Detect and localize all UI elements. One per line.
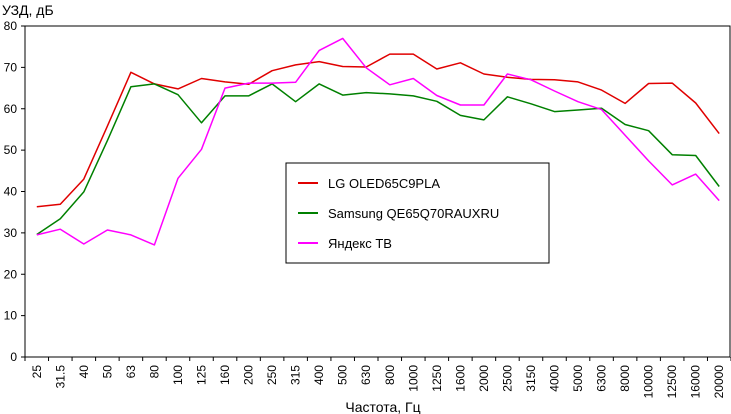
x-tick-label: 1600: [453, 365, 467, 392]
x-tick-label: 63: [124, 365, 138, 379]
x-tick-label: 8000: [618, 365, 632, 392]
x-tick-label: 200: [242, 365, 256, 385]
x-tick-label: 16000: [689, 365, 703, 399]
y-tick-label: 20: [4, 267, 18, 281]
x-tick-label: 250: [265, 365, 279, 385]
x-tick-label: 10000: [642, 365, 656, 399]
x-tick-label: 20000: [712, 365, 726, 399]
x-tick-label: 31.5: [53, 365, 67, 389]
x-tick-label: 160: [218, 365, 232, 385]
x-tick-label: 125: [195, 365, 209, 385]
legend-label-3: Яндекс ТВ: [328, 236, 392, 251]
y-axis-title: УЗД, дБ: [2, 2, 54, 18]
x-tick-label: 3150: [524, 365, 538, 392]
x-axis-title: Частота, Гц: [345, 399, 420, 414]
y-tick-label: 10: [4, 309, 18, 323]
y-tick-label: 70: [4, 60, 18, 74]
x-tick-label: 1000: [406, 365, 420, 392]
x-tick-label: 50: [100, 365, 114, 379]
y-tick-label: 0: [10, 350, 17, 364]
legend-label-1: LG OLED65C9PLA: [328, 176, 440, 191]
y-tick-label: 80: [4, 19, 18, 33]
x-tick-label: 4000: [548, 365, 562, 392]
x-tick-label: 2500: [500, 365, 514, 392]
x-tick-label: 40: [77, 365, 91, 379]
x-tick-label: 315: [289, 365, 303, 385]
x-tick-label: 400: [312, 365, 326, 385]
x-tick-label: 800: [383, 365, 397, 385]
x-tick-label: 6300: [595, 365, 609, 392]
x-tick-label: 1250: [430, 365, 444, 392]
y-tick-label: 60: [4, 102, 18, 116]
x-tick-label: 500: [336, 365, 350, 385]
x-tick-label: 12500: [665, 365, 679, 399]
x-tick-label: 5000: [571, 365, 585, 392]
x-tick-label: 100: [171, 365, 185, 385]
legend-label-2: Samsung QE65Q70RAUXRU: [328, 206, 499, 221]
x-tick-label: 25: [30, 365, 44, 379]
y-tick-label: 30: [4, 226, 18, 240]
y-tick-label: 40: [4, 185, 18, 199]
y-tick-label: 50: [4, 143, 18, 157]
x-tick-label: 2000: [477, 365, 491, 392]
x-tick-label: 80: [147, 365, 161, 379]
x-tick-label: 630: [359, 365, 373, 385]
